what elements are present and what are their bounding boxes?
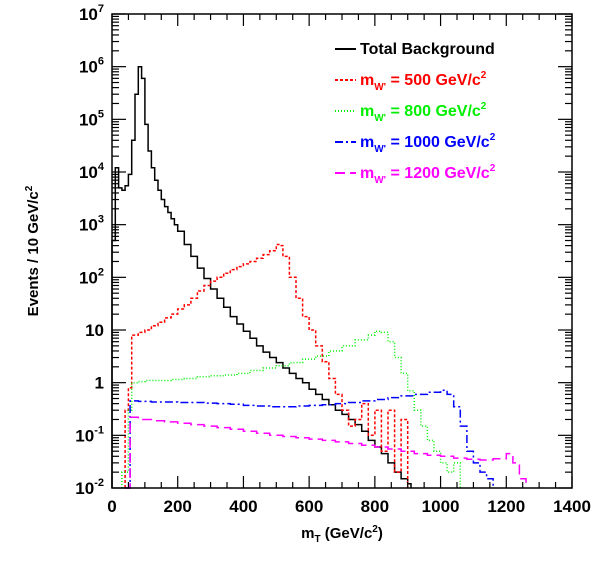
y-tick-label: 10 bbox=[85, 321, 104, 340]
series-line-4 bbox=[125, 389, 494, 489]
x-tick-label: 600 bbox=[295, 497, 323, 516]
y-axis-title-sup: 2 bbox=[24, 185, 35, 191]
legend-label-2: mW' = 500 GeV/c2​ bbox=[360, 70, 487, 93]
y-tick-label: 107 bbox=[79, 3, 104, 24]
x-axis-title: mT (GeV/c2) bbox=[301, 524, 383, 545]
x-tick-labels: 0 200 400 600 800 1000 1200 1400 bbox=[107, 497, 591, 516]
x-tick-label: 800 bbox=[361, 497, 389, 516]
series-line-3 bbox=[121, 330, 462, 488]
plot-frame bbox=[111, 13, 573, 489]
x-tick-label: 1400 bbox=[553, 497, 591, 516]
series-layer bbox=[111, 65, 527, 489]
x-tick-label: 1000 bbox=[422, 497, 460, 516]
y-tick-label: 1 bbox=[95, 374, 104, 393]
legend-label-3: mW' = 800 GeV/c2​ bbox=[360, 101, 487, 124]
series-line-2 bbox=[124, 243, 409, 488]
y-tick-label: 103 bbox=[79, 214, 104, 235]
y-tick-label: 10-2 bbox=[75, 477, 104, 498]
x-tick-label: 400 bbox=[229, 497, 257, 516]
x-axis-title-sup: 2 bbox=[372, 524, 378, 535]
legend: Total Background mW' = 500 GeV/c2​ mW' = 8… bbox=[335, 41, 496, 186]
legend-label-1: Total Background bbox=[360, 41, 495, 58]
y-tick-label: 106 bbox=[79, 56, 104, 77]
series-line-5 bbox=[125, 416, 527, 489]
x-tick-label: 200 bbox=[164, 497, 192, 516]
x-tick-label: 1200 bbox=[487, 497, 525, 516]
y-tick-label: 102 bbox=[79, 266, 104, 287]
y-axis-title: Events / 10 GeV/c2 bbox=[24, 185, 42, 316]
legend-label-5: mW' = 1200 GeV/c2​ bbox=[360, 163, 496, 186]
legend-label-4: mW' = 1000 GeV/c2​ bbox=[360, 132, 496, 155]
y-tick-label: 104 bbox=[79, 161, 105, 182]
x-axis-title-sub: T bbox=[314, 534, 320, 545]
y-tick-label: 10-1 bbox=[75, 424, 104, 445]
x-tick-label: 0 bbox=[107, 497, 116, 516]
y-tick-label: 105 bbox=[79, 108, 104, 129]
tick-marks bbox=[111, 13, 573, 489]
y-tick-labels: 10-2 10-1 1 10 102 103 104 105 106 107 bbox=[75, 3, 105, 498]
